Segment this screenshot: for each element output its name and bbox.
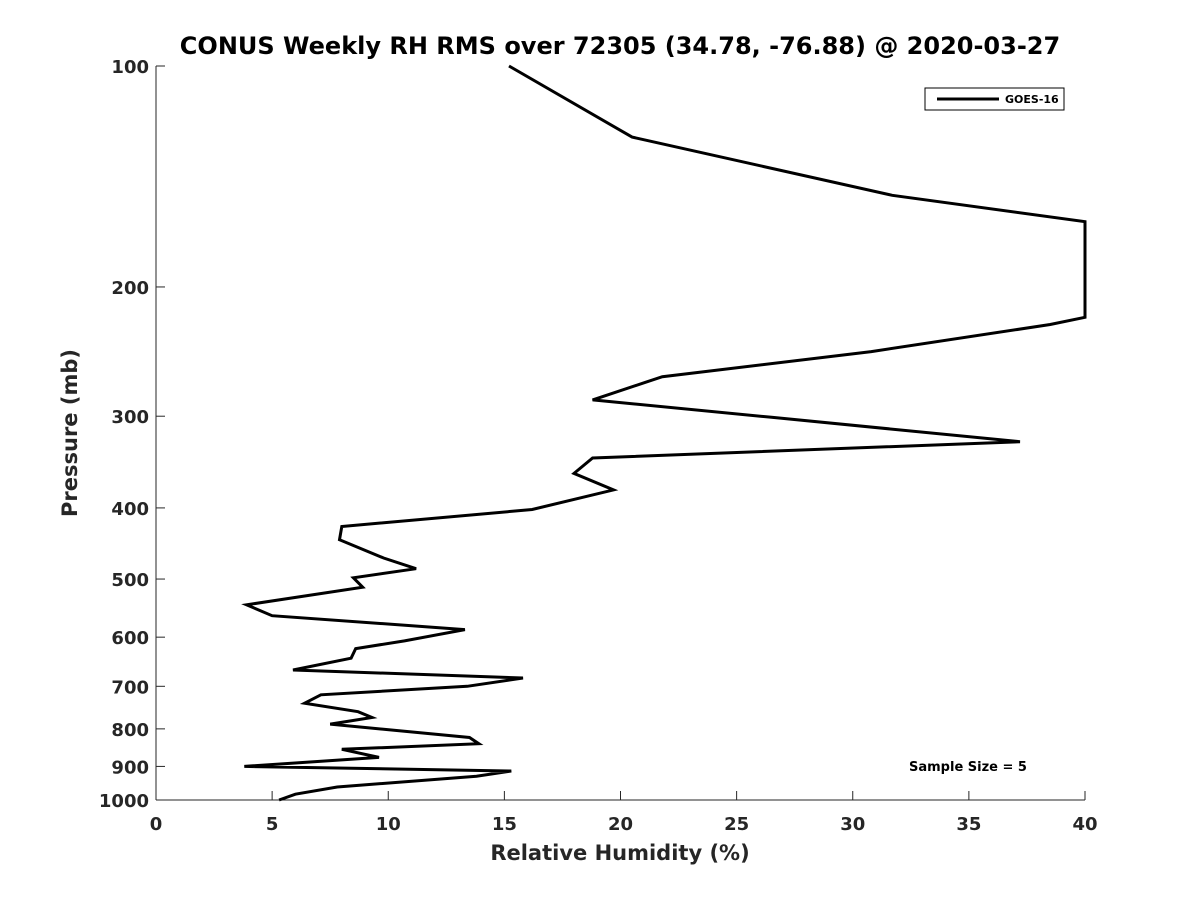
x-tick-label: 25 (724, 814, 749, 835)
x-axis-label: Relative Humidity (%) (490, 841, 749, 865)
y-axis-label: Pressure (mb) (58, 349, 82, 517)
x-axis-ticks: 0 5 10 15 20 25 30 35 40 (150, 791, 1098, 835)
x-tick-label: 40 (1072, 814, 1097, 835)
x-tick-label: 15 (492, 814, 517, 835)
y-axis-ticks: 100 200 300 400 500 600 700 800 900 1000 (99, 57, 165, 812)
x-tick-label: 5 (266, 814, 279, 835)
series-layer (241, 64, 1087, 802)
series-line-goes-16 (241, 64, 1087, 802)
legend-label-goes-16: GOES-16 (1005, 93, 1059, 106)
y-tick-label: 600 (111, 628, 149, 649)
y-tick-label: 700 (111, 677, 149, 698)
x-tick-label: 30 (840, 814, 865, 835)
y-tick-label: 800 (111, 720, 149, 741)
sample-size-annotation: Sample Size = 5 (909, 760, 1027, 775)
legend: GOES-16 (924, 87, 1065, 111)
x-tick-label: 10 (376, 814, 401, 835)
y-tick-label: 1000 (99, 791, 149, 812)
y-tick-label: 900 (111, 757, 149, 778)
x-tick-label: 35 (956, 814, 981, 835)
x-tick-label: 0 (150, 814, 163, 835)
y-tick-label: 500 (111, 570, 149, 591)
x-tick-label: 20 (608, 814, 633, 835)
y-tick-label: 400 (111, 499, 149, 520)
y-tick-label: 200 (111, 278, 149, 299)
y-tick-label: 300 (111, 407, 149, 428)
chart-title: CONUS Weekly RH RMS over 72305 (34.78, -… (180, 32, 1060, 60)
y-tick-label: 100 (111, 57, 149, 78)
